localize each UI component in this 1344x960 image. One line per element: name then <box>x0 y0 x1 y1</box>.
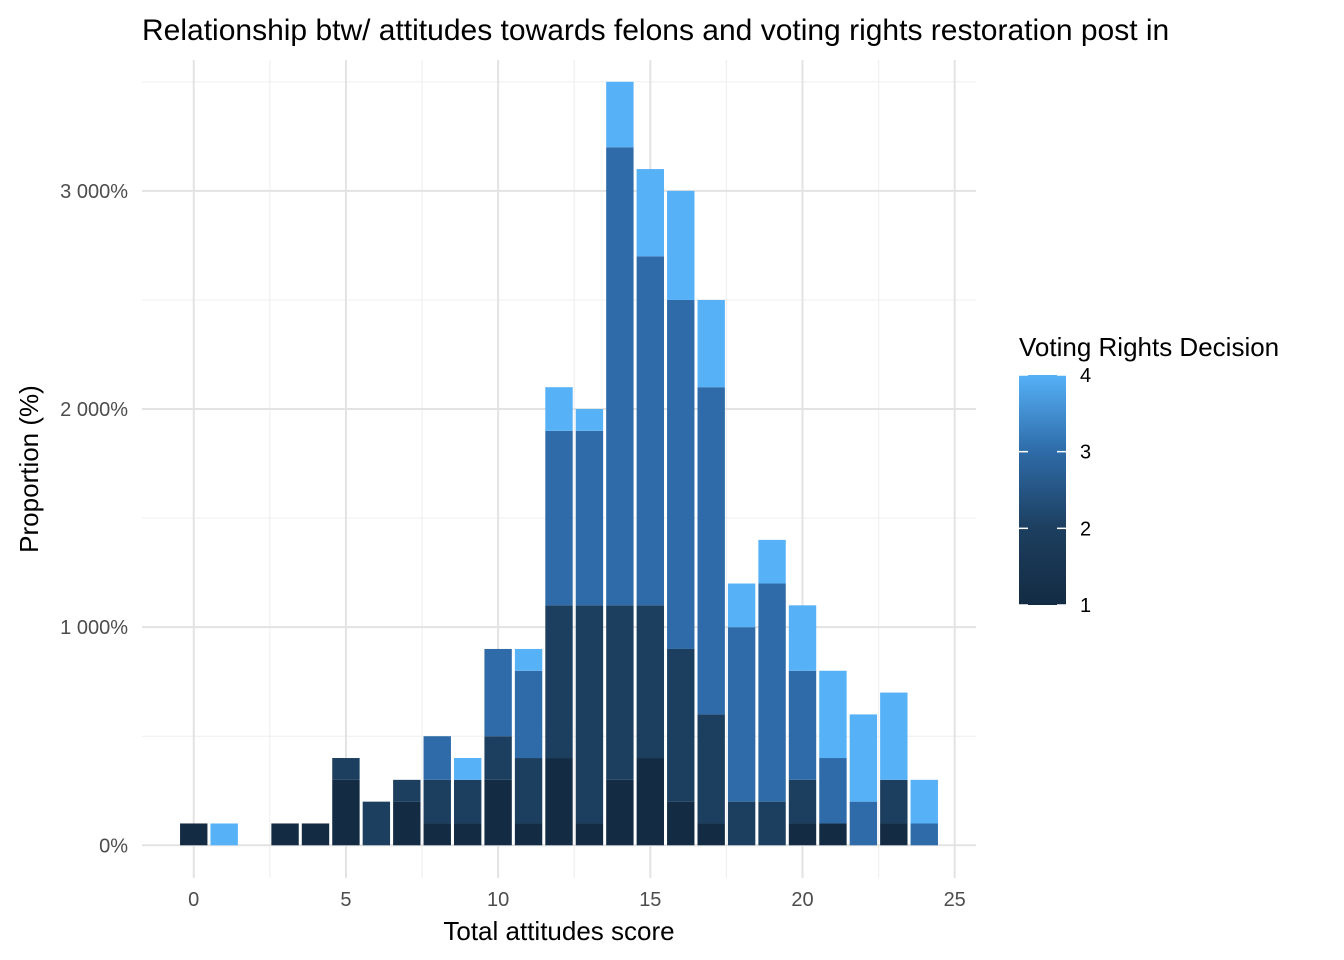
bar-segment-4 <box>849 714 878 802</box>
bar-segment-1 <box>453 823 482 846</box>
bar-segment-3 <box>667 299 695 649</box>
bar-segment-3 <box>819 758 847 824</box>
y-tick-label: 1 000% <box>60 617 128 639</box>
bar-segment-1 <box>332 779 360 846</box>
bar-segment-extra <box>423 736 451 780</box>
bar-segment-1 <box>301 823 330 846</box>
legend-break-label: 2 <box>1080 518 1091 540</box>
bar-segment-3 <box>545 430 573 606</box>
x-tick-label: 15 <box>639 889 661 911</box>
bar-segment-3 <box>484 648 512 737</box>
legend-break-label: 1 <box>1080 595 1091 617</box>
bar-segment-1 <box>636 758 665 846</box>
tick-labels: 0 5 10 15 20 25 0% 1 000% 2 000% 3 000% <box>60 181 966 911</box>
bar-segment-3 <box>575 430 604 606</box>
bar-segment-2 <box>880 779 908 824</box>
bar-segment-3 <box>758 583 786 802</box>
bar-segment-4 <box>910 779 938 824</box>
bar-segment-4 <box>606 81 634 148</box>
bar-segment-1 <box>180 823 208 846</box>
bar-segment-1 <box>393 801 421 846</box>
x-tick-label: 20 <box>791 889 813 911</box>
bar-segment-2 <box>393 779 421 802</box>
bar-segment-4 <box>697 299 725 388</box>
y-tick-label: 0% <box>99 835 128 857</box>
bar-segment-2 <box>575 605 604 824</box>
bar-segment-4 <box>727 583 756 628</box>
bar-segment-2 <box>514 758 543 824</box>
bar-segment-2 <box>636 605 665 759</box>
bar-segment-2 <box>362 801 391 846</box>
bar-segment-1 <box>271 823 299 846</box>
legend-break-label: 4 <box>1080 365 1091 387</box>
bar-segment-2 <box>727 801 756 846</box>
bar-segment-4 <box>210 823 238 846</box>
bar-segment-2 <box>332 758 360 780</box>
bar-segment-4 <box>788 605 817 671</box>
bar-segment-2 <box>606 605 634 780</box>
bar-segment-3 <box>636 256 665 606</box>
bar-segment-3 <box>697 387 725 715</box>
y-tick-label: 2 000% <box>60 399 128 421</box>
bar-segment-1 <box>667 801 695 846</box>
bar-segment-4 <box>636 169 665 257</box>
bar-segment-2 <box>453 779 482 824</box>
bar-segment-2 <box>697 714 725 824</box>
bar-segment-1 <box>819 823 847 846</box>
x-tick-label: 25 <box>944 889 966 911</box>
bar-segment-4 <box>667 190 695 300</box>
bar-segment-3 <box>727 627 756 802</box>
legend-title: Voting Rights Decision <box>1019 332 1279 362</box>
legend: Voting Rights Decision 1 2 3 4 <box>1019 332 1279 617</box>
bar-segment-2 <box>545 605 573 759</box>
bar-segment-3 <box>606 147 634 606</box>
bar-segment-1 <box>484 779 512 846</box>
bar-segment-4 <box>575 409 604 431</box>
x-tick-label: 10 <box>487 889 509 911</box>
bar-segment-4 <box>819 670 847 759</box>
x-axis-title: Total attitudes score <box>443 916 674 946</box>
legend-ticks: 1 2 3 4 <box>1019 365 1091 617</box>
bar-segment-2 <box>484 736 512 780</box>
bar-segment-1 <box>514 823 543 846</box>
bar-segment-3 <box>849 801 878 846</box>
y-axis-title: Proportion (%) <box>14 385 44 553</box>
y-tick-label: 3 000% <box>60 181 128 203</box>
bar-segment-4 <box>514 648 543 671</box>
x-tick-label: 5 <box>340 889 351 911</box>
chart-title: Relationship btw/ attitudes towards felo… <box>142 14 1169 47</box>
bars <box>180 81 938 846</box>
bar-segment-1 <box>423 823 451 846</box>
bar-segment-1 <box>575 823 604 846</box>
bar-segment-extra <box>880 692 908 780</box>
bar-segment-1 <box>697 823 725 846</box>
bar-segment-4 <box>453 758 482 780</box>
bar-segment-2 <box>788 779 817 824</box>
legend-break-label: 3 <box>1080 442 1091 464</box>
bar-segment-2 <box>667 648 695 802</box>
bar-segment-1 <box>545 758 573 846</box>
bar-segment-4 <box>758 539 786 584</box>
legend-colorbar <box>1019 375 1066 605</box>
bar-segment-3 <box>788 670 817 780</box>
bar-segment-4 <box>545 387 573 431</box>
bar-segment-3 <box>514 670 543 759</box>
bar-segment-2 <box>423 779 451 824</box>
bar-segment-1 <box>606 779 634 846</box>
bar-segment-3 <box>910 823 938 846</box>
x-tick-label: 0 <box>188 889 199 911</box>
bar-segment-1 <box>788 823 817 846</box>
bar-segment-1 <box>880 823 908 846</box>
bar-segment-2 <box>758 801 786 846</box>
